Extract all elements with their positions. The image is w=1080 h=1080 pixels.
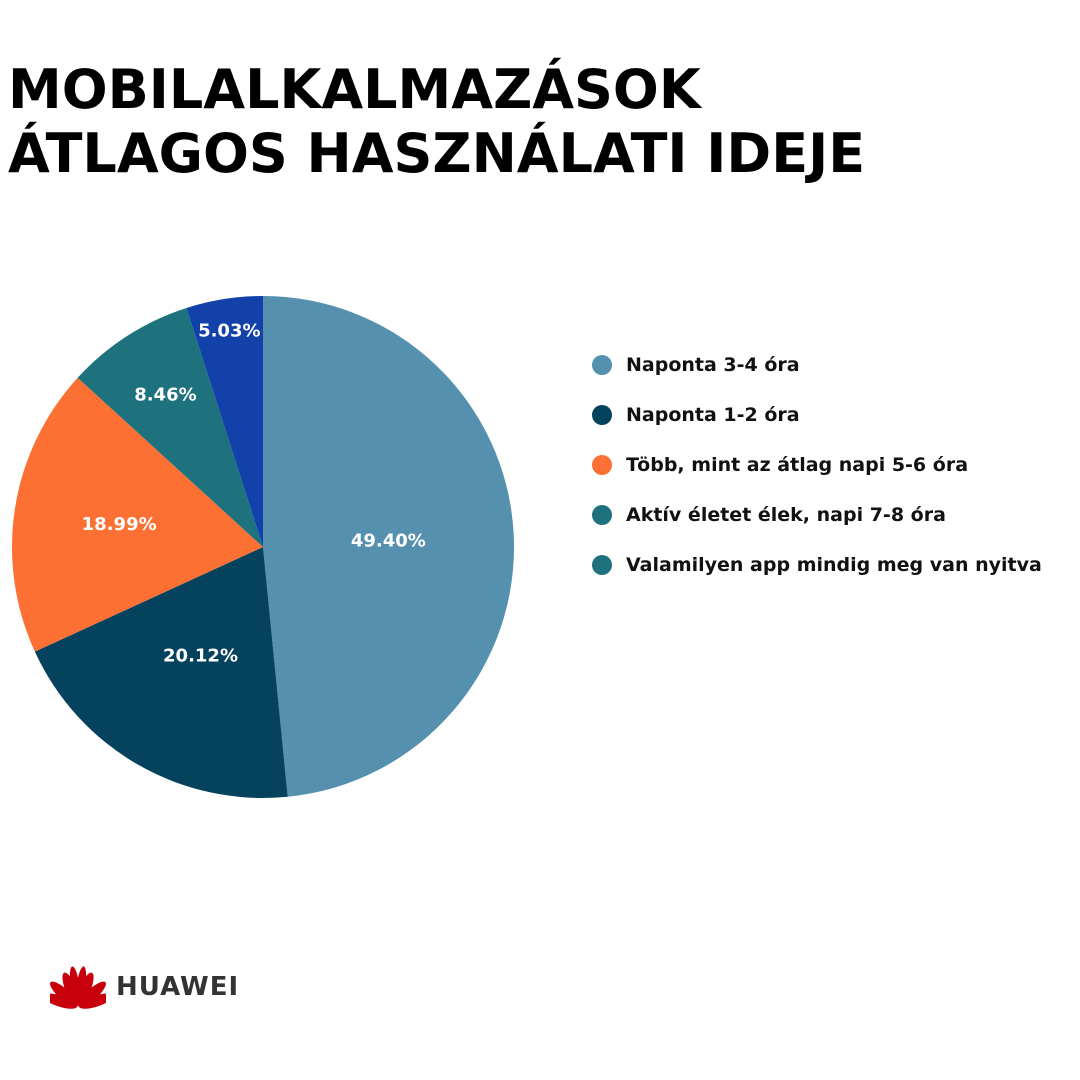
legend-item: Naponta 1-2 óra bbox=[592, 390, 1042, 440]
slice-value-label: 49.40% bbox=[351, 530, 426, 551]
legend-marker bbox=[592, 455, 612, 475]
logo-petal bbox=[75, 966, 87, 1007]
pie-slice bbox=[263, 296, 515, 797]
pie-slice bbox=[12, 377, 264, 652]
pie-slice bbox=[77, 307, 263, 547]
brand-logo: HUAWEI bbox=[50, 962, 239, 1012]
legend-marker bbox=[592, 405, 612, 425]
chart-title: MOBILALKALMAZÁSOK ÁTLAGOS HASZNÁLATI IDE… bbox=[8, 58, 865, 186]
legend-marker bbox=[592, 505, 612, 525]
logo-petal bbox=[78, 993, 106, 1009]
legend-item: Aktív életet élek, napi 7-8 óra bbox=[592, 490, 1042, 540]
pie-slice bbox=[186, 296, 263, 547]
legend-item: Naponta 3-4 óra bbox=[592, 340, 1042, 390]
legend-item: Több, mint az átlag napi 5-6 óra bbox=[592, 440, 1042, 490]
slice-value-label: 18.99% bbox=[82, 514, 157, 535]
legend-label: Aktív életet élek, napi 7-8 óra bbox=[626, 504, 946, 526]
chart-title-line-2: ÁTLAGOS HASZNÁLATI IDEJE bbox=[8, 122, 866, 185]
brand-name: HUAWEI bbox=[116, 972, 240, 1002]
legend-label: Több, mint az átlag napi 5-6 óra bbox=[626, 454, 969, 476]
legend-label: Naponta 1-2 óra bbox=[626, 404, 800, 426]
logo-petal bbox=[50, 993, 78, 1009]
legend-item: Valamilyen app mindig meg van nyitva bbox=[592, 540, 1042, 590]
legend-marker bbox=[592, 355, 612, 375]
slice-value-label: 20.12% bbox=[163, 645, 238, 666]
pie-slice bbox=[34, 547, 288, 798]
chart-title-line-1: MOBILALKALMAZÁSOK bbox=[8, 58, 701, 121]
legend-marker bbox=[592, 555, 612, 575]
slice-value-label: 5.03% bbox=[198, 321, 260, 342]
huawei-petal-logo-icon bbox=[50, 966, 106, 1009]
legend-label: Naponta 3-4 óra bbox=[626, 354, 800, 376]
slice-value-label: 8.46% bbox=[134, 384, 196, 405]
legend-label: Valamilyen app mindig meg van nyitva bbox=[626, 554, 1042, 576]
chart-legend: Naponta 3-4 óra Naponta 1-2 óra Több, mi… bbox=[592, 340, 1042, 590]
